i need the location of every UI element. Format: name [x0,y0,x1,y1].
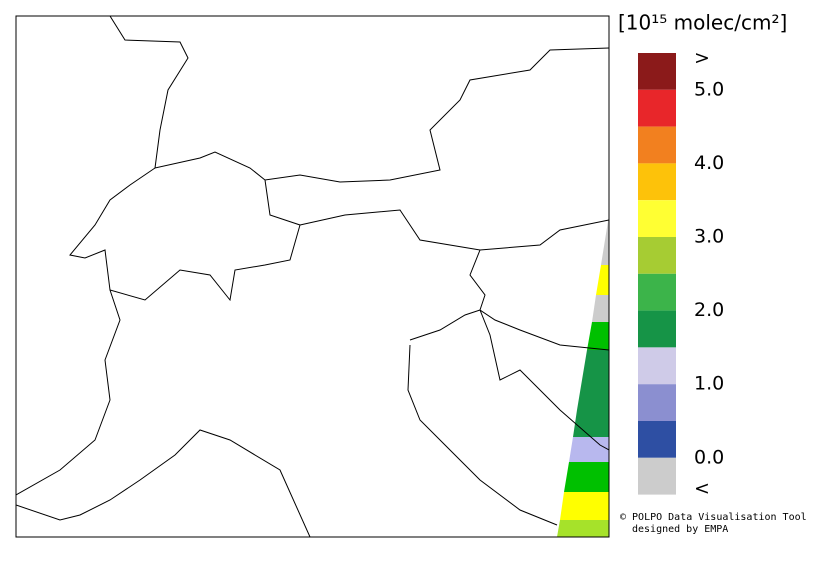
legend-label: 3.0 [694,226,724,248]
legend-swatch [638,457,676,495]
legend-swatch [638,384,676,421]
legend-swatch [638,89,676,127]
legend-label: 2.0 [694,299,724,321]
legend-swatch [638,273,676,311]
country-border [469,249,609,351]
legend-label: 4.0 [694,152,724,174]
legend-swatch [638,53,676,90]
map-frame [15,15,610,538]
legend-label: < [694,478,710,500]
legend-swatch [638,237,676,274]
credit: © POLPO Data Visualisation Tool [620,512,807,523]
coastline [16,429,311,537]
credit: designed by EMPA [632,524,728,535]
satellite-swath [557,215,609,537]
country-border [109,16,609,183]
legend-swatch [638,126,676,164]
country-border [299,209,609,251]
legend-swatch [638,200,676,237]
legend-swatch [638,163,676,201]
coastline [409,309,609,451]
country-border [69,167,301,302]
legend-label: 5.0 [694,78,724,100]
legend-swatch [638,421,676,458]
legend-swatch [638,347,676,385]
map [16,16,609,537]
legend-label: 0.0 [694,446,724,468]
coastline [407,344,558,526]
legend-label: > [694,47,710,69]
legend-label: 1.0 [694,373,724,395]
legend-swatch [638,310,676,348]
legend-title: [10¹⁵ molec/cm²] [618,11,787,35]
country-border [16,289,121,496]
